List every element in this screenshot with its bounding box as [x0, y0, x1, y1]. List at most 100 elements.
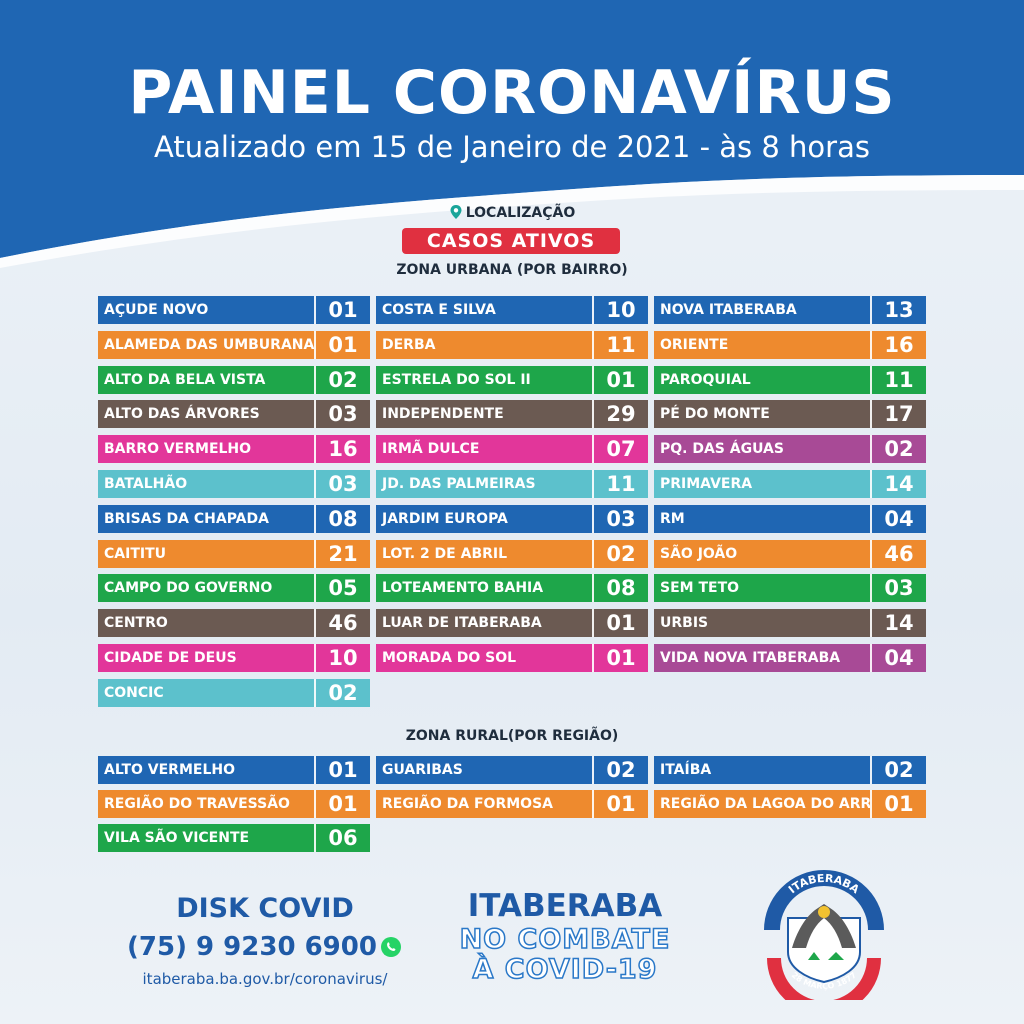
urban-case-name: ALAMEDA DAS UMBURANAS: [104, 336, 314, 353]
urban-case-cell: JD. DAS PALMEIRAS 11: [376, 470, 648, 498]
urban-case-name: ESTRELA DO SOL II: [382, 371, 531, 388]
urban-case-count: 03: [870, 574, 926, 603]
urban-case-name: SÃO JOÃO: [660, 545, 738, 562]
urban-case-name: ALTO DA BELA VISTA: [104, 371, 266, 388]
urban-case-name: PQ. DAS ÁGUAS: [660, 441, 784, 458]
rural-case-cell: GUARIBAS 02: [376, 756, 648, 784]
urban-case-name: JD. DAS PALMEIRAS: [382, 476, 536, 492]
urban-case-name: BARRO VERMELHO: [104, 441, 252, 458]
urban-case-name: COSTA E SILVA: [382, 302, 496, 318]
page-title: PAINEL CORONAVÍRUS: [128, 58, 896, 128]
urban-case-cell: JARDIM EUROPA 03: [376, 504, 648, 533]
urban-case-name: CENTRO: [104, 615, 168, 632]
urban-case-cell: PRIMAVERA 14: [654, 470, 926, 498]
rural-case-count: 01: [870, 790, 926, 818]
urban-case-cell: PQ. DAS ÁGUAS 02: [654, 435, 926, 464]
urban-case-count: 01: [314, 296, 370, 324]
urban-case-cell: LOT. 2 DE ABRIL 02: [376, 539, 648, 568]
urban-case-name: MORADA DO SOL: [382, 650, 517, 666]
rural-case-count: 01: [592, 790, 648, 818]
urban-case-name: BATALHÃO: [104, 476, 188, 492]
urban-case-count: 17: [870, 400, 926, 429]
urban-case-name: LOT. 2 DE ABRIL: [382, 545, 508, 562]
urban-case-cell: LUAR DE ITABERABA 01: [376, 609, 648, 638]
urban-case-name: VIDA NOVA ITABERABA: [660, 650, 841, 666]
urban-case-count: 01: [592, 365, 648, 394]
urban-case-cell: ORIENTE 16: [654, 330, 926, 359]
urban-case-cell: ALTO DA BELA VISTA 02: [98, 365, 370, 394]
rural-case-name: ITAÍBA: [660, 762, 712, 778]
urban-case-cell: CONCIC 02: [98, 678, 370, 707]
urban-case-count: 14: [870, 470, 926, 498]
rural-case-cell: REGIÃO DA FORMOSA 01: [376, 790, 648, 818]
urban-case-name: LOTEAMENTO BAHIA: [382, 580, 544, 597]
svg-text:ITABERABA: ITABERABA: [786, 872, 862, 897]
urban-case-count: 14: [870, 609, 926, 638]
covid-site-link[interactable]: itaberaba.ba.gov.br/coronavirus/: [142, 970, 388, 988]
whatsapp-icon: [380, 937, 401, 957]
urban-case-cell: BRISAS DA CHAPADA 08: [98, 504, 370, 533]
urban-case-count: 08: [314, 504, 370, 533]
rural-case-name: REGIÃO DA LAGOA DO ARROZ: [660, 796, 870, 812]
urban-case-count: 07: [592, 435, 648, 464]
rural-case-count: 01: [314, 790, 370, 818]
urban-case-cell: DERBA 11: [376, 330, 648, 359]
urban-case-count: 04: [870, 504, 926, 533]
rural-case-cell: REGIÃO DA LAGOA DO ARROZ 01: [654, 790, 926, 818]
urban-case-count: 10: [314, 644, 370, 672]
rural-case-count: 02: [870, 756, 926, 784]
urban-case-name: CIDADE DE DEUS: [104, 650, 237, 666]
rural-case-cell: ITAÍBA 02: [654, 756, 926, 784]
header-background: [0, 0, 1024, 268]
disk-covid-phone: (75) 9 9230 6900: [120, 932, 410, 962]
urban-case-count: 46: [870, 539, 926, 568]
rural-zone-title: ZONA RURAL(POR REGIÃO): [405, 728, 619, 744]
campaign-city: ITABERABA: [467, 888, 663, 924]
urban-case-name: PÉ DO MONTE: [660, 406, 770, 423]
urban-case-count: 01: [592, 609, 648, 638]
rural-case-name: REGIÃO DO TRAVESSÃO: [104, 796, 290, 812]
urban-case-count: 11: [870, 365, 926, 394]
urban-case-count: 03: [592, 504, 648, 533]
campaign-line-2: À COVID-19: [472, 953, 658, 986]
rural-case-name: REGIÃO DA FORMOSA: [382, 796, 553, 812]
urban-case-count: 01: [314, 330, 370, 359]
urban-case-name: BRISAS DA CHAPADA: [104, 510, 269, 527]
urban-case-cell: INDEPENDENTE 29: [376, 400, 648, 429]
rural-case-name: GUARIBAS: [382, 762, 463, 778]
rural-case-name: ALTO VERMELHO: [104, 762, 235, 778]
urban-case-cell: RM 04: [654, 504, 926, 533]
urban-case-count: 01: [592, 644, 648, 672]
urban-case-name: URBIS: [660, 615, 709, 632]
urban-case-cell: LOTEAMENTO BAHIA 08: [376, 574, 648, 603]
urban-case-count: 04: [870, 644, 926, 672]
urban-case-cell: ESTRELA DO SOL II 01: [376, 365, 648, 394]
urban-case-cell: CENTRO 46: [98, 609, 370, 638]
urban-case-count: 02: [870, 435, 926, 464]
urban-case-name: CONCIC: [104, 684, 164, 701]
urban-case-count: 29: [592, 400, 648, 429]
urban-case-count: 02: [592, 539, 648, 568]
urban-case-cell: SÃO JOÃO 46: [654, 539, 926, 568]
rural-case-count: 02: [592, 756, 648, 784]
urban-case-cell: SEM TETO 03: [654, 574, 926, 603]
urban-case-name: ALTO DAS ÁRVORES: [104, 406, 260, 423]
rural-case-count: 01: [314, 756, 370, 784]
phone-number: (75) 9 9230 6900: [127, 932, 377, 962]
rural-case-cell: ALTO VERMELHO 01: [98, 756, 370, 784]
campaign-line-1: NO COMBATE: [459, 923, 671, 956]
urban-case-count: 13: [870, 296, 926, 324]
urban-case-count: 16: [314, 435, 370, 464]
urban-case-cell: BARRO VERMELHO 16: [98, 435, 370, 464]
city-seal-logo: ITABERABA 28 MARÇO 1877: [764, 870, 884, 1000]
urban-case-name: SEM TETO: [660, 580, 740, 597]
urban-case-cell: URBIS 14: [654, 609, 926, 638]
urban-case-name: INDEPENDENTE: [382, 406, 504, 423]
urban-case-name: PRIMAVERA: [660, 476, 753, 492]
location-label: LOCALIZAÇÃO: [465, 205, 576, 221]
urban-case-name: LUAR DE ITABERABA: [382, 615, 542, 632]
urban-case-count: 02: [314, 365, 370, 394]
urban-case-count: 03: [314, 470, 370, 498]
update-subtitle: Atualizado em 15 de Janeiro de 2021 - às…: [154, 130, 870, 164]
urban-case-name: CAMPO DO GOVERNO: [104, 580, 273, 597]
